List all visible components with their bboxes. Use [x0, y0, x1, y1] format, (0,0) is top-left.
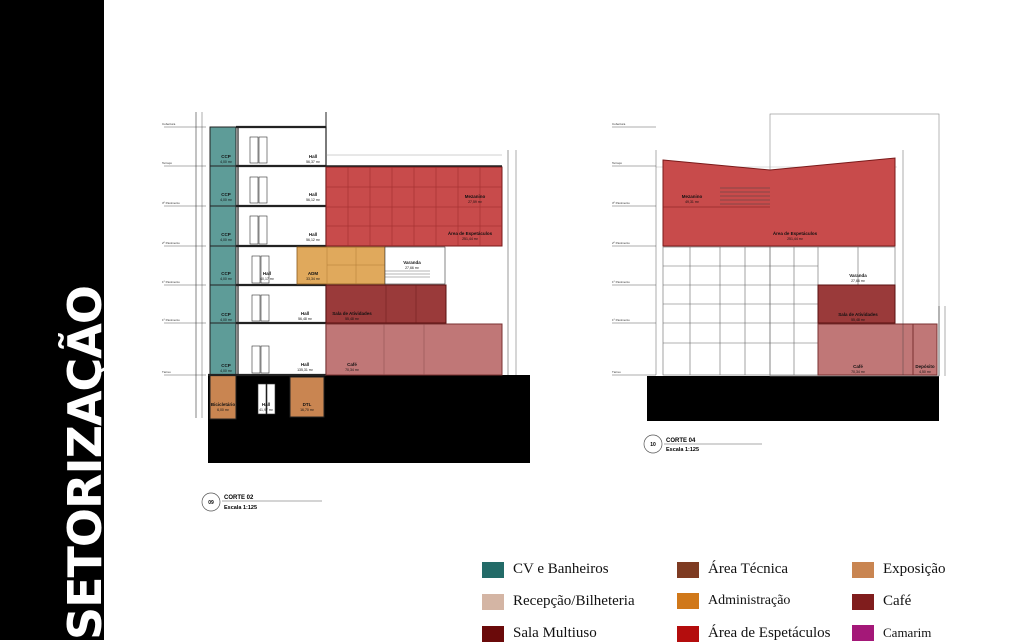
room-name: Hall	[309, 154, 317, 159]
room-name: Hall	[309, 232, 317, 237]
room-area: 4,00 m²	[220, 238, 233, 242]
room-name: Mezanino	[465, 194, 486, 199]
room-name: CCP	[221, 363, 231, 368]
espetaculos-block	[662, 157, 896, 247]
varanda	[384, 246, 446, 285]
room-area: 55,48 m²	[851, 318, 866, 322]
room-name: Varanda	[403, 260, 421, 265]
level-label: Cobertura	[162, 122, 176, 126]
room-area: 33,34 m²	[306, 277, 321, 281]
sidebar: SETORIZAÇÃO	[0, 0, 104, 640]
room-area: 27,59 m²	[468, 200, 483, 204]
section-title: CORTE 04	[666, 438, 696, 444]
room-area: 70,34 m²	[851, 370, 866, 374]
room-area: 4,00 m²	[220, 198, 233, 202]
room-name: Mezanino	[682, 194, 703, 199]
level-label: 1º Pavimento	[162, 280, 180, 284]
room-area: 16,70 m²	[300, 408, 315, 412]
room-name: CCP	[221, 192, 231, 197]
ccp-core	[209, 126, 237, 376]
facade-grid	[662, 246, 896, 376]
level-label: Terraço	[612, 161, 622, 165]
ground-fill	[647, 376, 939, 421]
room-name: Bicicletário	[211, 402, 236, 407]
room-area: 56,12 m²	[306, 238, 321, 242]
cafe-room	[817, 323, 914, 376]
room-area: 4,00 m²	[220, 277, 233, 281]
room-area: 4,00 m²	[220, 318, 233, 322]
room-name: Café	[347, 362, 357, 367]
section-corte-04: Cobertura Terraço 3º Pavimento 2º Pavime…	[612, 113, 946, 454]
room-name: DTL	[303, 402, 312, 407]
room-name: Depósito	[915, 364, 935, 369]
room-name: Hall	[263, 271, 271, 276]
section-scale: Escala 1:125	[224, 505, 257, 511]
room-name: CCP	[221, 232, 231, 237]
doors	[249, 136, 276, 415]
room-area: 4,00 m²	[220, 369, 233, 373]
section-number: 10	[650, 442, 656, 448]
section-corte-02: Cobertura Terraço 3º Pavimento 2º Pavime…	[162, 112, 530, 512]
room-area: 4,50 m²	[919, 370, 932, 374]
level-label: 1º Pavimento	[162, 318, 180, 322]
section-scale: Escala 1:125	[666, 447, 699, 453]
bicicletario	[209, 374, 237, 420]
level-label: Cobertura	[612, 122, 626, 126]
cafe-room	[325, 323, 503, 376]
room-name: Área de Espetáculos	[448, 230, 493, 236]
level-label: 2º Pavimento	[162, 241, 180, 245]
room-name: Área de Espetáculos	[773, 230, 818, 236]
room-name: Sala de Atividades	[332, 311, 372, 316]
room-area: 27,66 m²	[405, 266, 420, 270]
room-name: Hall	[301, 362, 309, 367]
room-area: 56,12 m²	[306, 198, 321, 202]
room-area: 251,44 m²	[462, 237, 479, 241]
sala-atividades	[817, 284, 896, 324]
room-name: Varanda	[849, 273, 867, 278]
room-name: Hall	[309, 192, 317, 197]
room-area: 27,66 m²	[851, 279, 866, 283]
section-number-badge	[643, 434, 663, 454]
level-label: 3º Pavimento	[162, 201, 180, 205]
adm-room	[296, 246, 386, 285]
section-title: CORTE 02	[224, 495, 254, 501]
room-name: Sala de Atividades	[838, 312, 878, 317]
level-label: Térreo	[162, 370, 171, 374]
room-area: 41,97 m²	[259, 408, 274, 412]
room-area: 56,48 m²	[298, 317, 313, 321]
room-area: 4,00 m²	[220, 160, 233, 164]
room-area: 135,31 m²	[297, 368, 314, 372]
section-number: 09	[208, 500, 214, 506]
level-label: 2º Pavimento	[612, 241, 630, 245]
room-area: 40,17 m²	[260, 277, 275, 281]
room-name: CCP	[221, 312, 231, 317]
room-name: ADM	[308, 271, 318, 276]
room-area: 6,00 m²	[217, 408, 230, 412]
level-label: Térreo	[612, 370, 621, 374]
deposito-room	[912, 323, 938, 376]
room-name: Hall	[262, 402, 270, 407]
level-label: 3º Pavimento	[612, 201, 630, 205]
level-label: 1º Pavimento	[612, 280, 630, 284]
room-name: CCP	[221, 154, 231, 159]
dtl-room	[289, 376, 325, 418]
room-area: 70,34 m²	[345, 368, 360, 372]
level-label: Terraço	[162, 161, 172, 165]
room-area: 251,44 m²	[787, 237, 804, 241]
room-area: 55,48 m²	[345, 317, 360, 321]
level-label: 1º Pavimento	[612, 318, 630, 322]
room-name: CCP	[221, 271, 231, 276]
room-name: Hall	[301, 311, 309, 316]
section-number-badge	[201, 492, 221, 512]
room-name: Café	[853, 364, 863, 369]
room-area: 49,31 m²	[685, 200, 700, 204]
room-area: 56,37 m²	[306, 160, 321, 164]
